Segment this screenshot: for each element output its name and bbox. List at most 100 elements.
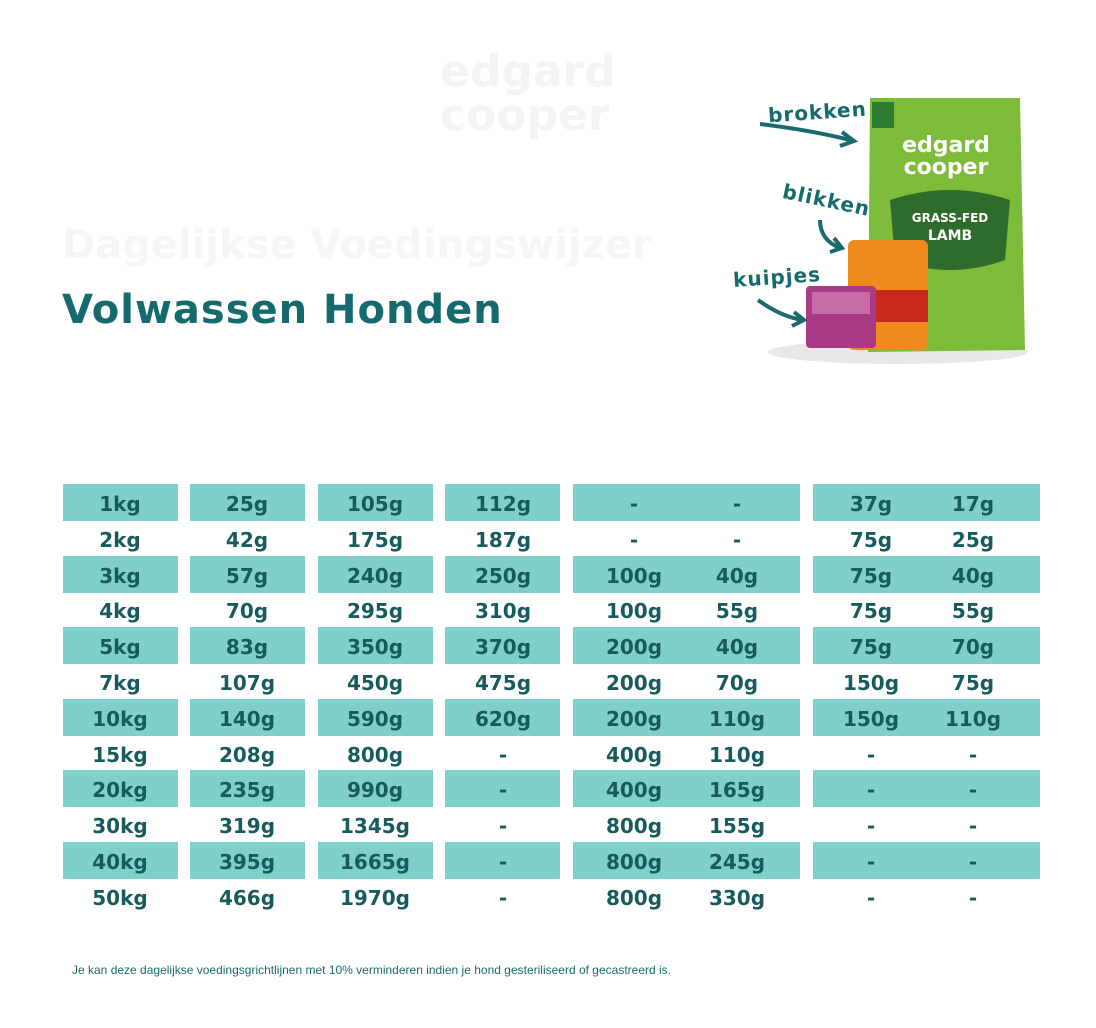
table-cell: -: [968, 885, 978, 910]
table-cell: 4kg: [99, 599, 141, 624]
row-band: [190, 627, 305, 665]
table-cell: 37g: [849, 492, 893, 516]
row-band: [573, 842, 800, 879]
table-cell: 10kg: [92, 706, 148, 731]
table-cell: 1kg: [99, 492, 141, 516]
table-cell: 3kg: [99, 563, 141, 588]
table-cell: -: [732, 527, 742, 552]
title: Volwassen Honden: [62, 287, 503, 333]
logo-line: edgard: [440, 46, 616, 97]
row-band: [63, 770, 178, 808]
table-cell: 40g: [951, 563, 995, 588]
svg-text:cooper: cooper: [904, 155, 989, 180]
table-cell: 319g: [218, 814, 276, 839]
svg-text:GRASS-FED: GRASS-FED: [912, 211, 988, 225]
table-cell: 310g: [474, 599, 532, 624]
row-band: [63, 484, 178, 521]
table-cell: 17g: [951, 492, 995, 516]
table-cell: 150g: [842, 671, 900, 695]
row-band: [573, 484, 800, 521]
table-cell: 370g: [474, 635, 532, 660]
table-cell: 140g: [218, 706, 276, 731]
table-cell: 40g: [715, 635, 759, 660]
row-band: [190, 555, 305, 593]
table-cell: 100g: [605, 563, 663, 588]
table-cell: 20kg: [92, 778, 148, 803]
table-cell: 2kg: [99, 527, 141, 552]
row-band: [573, 698, 800, 736]
row-band: [63, 842, 178, 879]
row-band: [445, 555, 560, 593]
row-band: [813, 698, 1040, 736]
table-cell: -: [629, 527, 639, 552]
table-cell: 235g: [218, 778, 276, 803]
row-band: [445, 627, 560, 665]
row-band: [573, 770, 800, 808]
table-cell: 200g: [605, 671, 663, 695]
logo-line: cooper: [440, 90, 610, 141]
svg-text:edgard: edgard: [902, 133, 990, 158]
table-cell: 25g: [951, 527, 995, 552]
table-cell: 155g: [708, 814, 766, 839]
table-cell: 75g: [849, 599, 893, 624]
row-band: [573, 555, 800, 593]
table-cell: 42g: [225, 527, 269, 552]
table-cell: 75g: [849, 527, 893, 552]
table-cell: 55g: [951, 599, 995, 624]
row-band: [190, 842, 305, 879]
table-cell: 30kg: [92, 814, 148, 839]
note: Je kan deze dagelijkse voedingsgrichtlij…: [72, 963, 672, 977]
table-cell: -: [498, 778, 508, 803]
row-band: [318, 698, 433, 736]
table-cell: 800g: [605, 814, 663, 839]
table-cell: 1345g: [340, 814, 410, 839]
table-cell: 1970g: [340, 885, 410, 910]
row-band: [318, 842, 433, 879]
table-cell: 75g: [849, 563, 893, 588]
table-cell: 187g: [474, 527, 532, 552]
row-band: [318, 484, 433, 521]
row-band: [190, 698, 305, 736]
table-cell: 295g: [346, 599, 404, 624]
table-cell: 15kg: [92, 742, 148, 767]
row-band: [813, 627, 1040, 665]
row-band: [813, 484, 1040, 521]
row-band: [318, 627, 433, 665]
table-cell: 200g: [605, 635, 663, 660]
table-cell: 110g: [944, 706, 1002, 731]
table-cell: 70g: [715, 671, 759, 695]
table-cell: 70g: [225, 599, 269, 624]
table-cell: -: [498, 814, 508, 839]
table-cell: 208g: [218, 742, 276, 767]
svg-text:LAMB: LAMB: [928, 228, 972, 244]
table-cell: 105g: [346, 492, 404, 516]
table-cell: 450g: [346, 671, 404, 695]
row-band: [63, 627, 178, 665]
table-cell: 400g: [605, 742, 663, 767]
table-cell: 55g: [715, 599, 759, 624]
table-cell: -: [629, 492, 639, 516]
table-cell: 245g: [708, 850, 766, 874]
row-band: [318, 770, 433, 808]
row-band: [445, 484, 560, 521]
faded-title: Dagelijkse Voedingswijzer: [62, 222, 652, 268]
table-cell: 240g: [346, 563, 404, 588]
table-cell: 150g: [842, 706, 900, 731]
table-cell: -: [732, 492, 742, 516]
table-cell: 83g: [225, 635, 269, 660]
table-cell: -: [866, 885, 876, 910]
table-cell: 5kg: [99, 635, 141, 660]
table-cell: 70g: [951, 635, 995, 660]
row-band: [445, 842, 560, 879]
row-band: [445, 698, 560, 736]
table-cell: 466g: [218, 885, 276, 910]
table-cell: 50kg: [92, 885, 148, 910]
table-cell: -: [498, 850, 508, 874]
table-cell: 40g: [715, 563, 759, 588]
table-cell: -: [866, 814, 876, 839]
table-cell: 75g: [849, 635, 893, 660]
table-cell: 107g: [218, 671, 276, 695]
table-cell: -: [866, 742, 876, 767]
table-cell: -: [498, 885, 508, 910]
